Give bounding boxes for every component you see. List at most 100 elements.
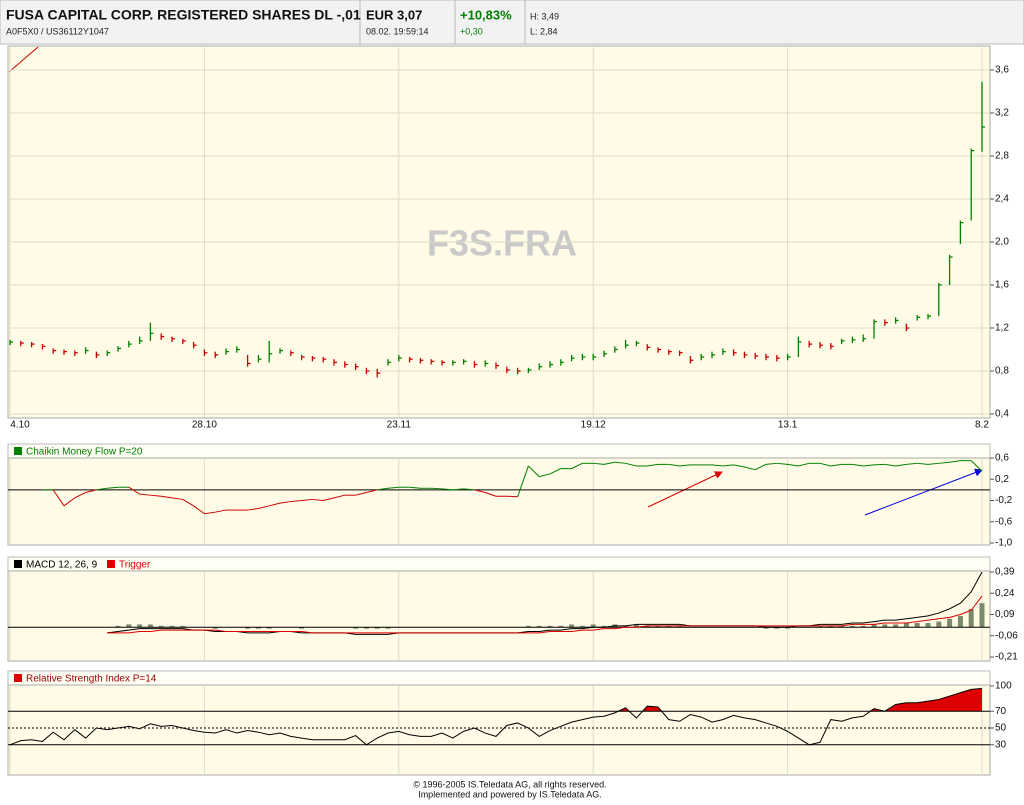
cmf-segment	[377, 487, 389, 491]
footer-text: © 1996-2005 IS.Teledata AG, all rights r…	[413, 779, 606, 789]
legend-strip	[7, 443, 991, 459]
histogram-bar	[860, 625, 866, 628]
cmf-segment	[366, 489, 378, 494]
cmf-segment	[549, 468, 562, 475]
cmf-segment	[312, 498, 324, 501]
histogram-bar	[169, 625, 175, 628]
trend-stroke	[8, 46, 39, 73]
y-tick-label: 0,24	[995, 588, 1015, 599]
y-tick-label: 50	[995, 723, 1007, 734]
series-line	[107, 571, 983, 635]
y-tick-label: 2,0	[995, 237, 1009, 248]
series-line	[107, 595, 983, 634]
cmf-segment	[171, 497, 183, 500]
cmf-segment	[798, 462, 810, 467]
histogram-bar	[525, 625, 531, 628]
histogram-bar	[828, 625, 834, 628]
histogram-bar	[623, 625, 629, 628]
histogram-bar	[374, 627, 380, 629]
x-tick-label: 23.11	[387, 420, 412, 431]
cmf-segment	[776, 462, 788, 465]
y-tick-label: 0,09	[995, 609, 1015, 620]
cmf-segment	[647, 463, 659, 467]
cmf-segment	[819, 462, 831, 467]
histogram-bar	[785, 627, 791, 629]
cmf-segment	[895, 463, 907, 467]
cmf-segment	[603, 461, 615, 465]
histogram-bar	[266, 627, 272, 629]
histogram-bar	[925, 623, 931, 628]
cmf-segment	[247, 507, 259, 511]
cmf-segment	[74, 492, 86, 499]
y-tick-label: -1,0	[995, 538, 1013, 549]
legend-swatch	[14, 560, 22, 568]
histogram-bar	[677, 625, 683, 628]
histogram-bar	[644, 625, 650, 628]
histogram-bar	[353, 627, 359, 629]
histogram-bar	[914, 623, 920, 628]
header-change-abs: +0,30	[460, 26, 483, 36]
cmf-segment	[668, 463, 680, 467]
cmf-segment	[107, 486, 119, 489]
cmf-segment	[85, 489, 97, 494]
histogram-bar	[558, 625, 564, 628]
histogram-bar	[882, 624, 888, 628]
y-tick-label: 1,2	[995, 323, 1009, 334]
y-tick-label: -0,6	[995, 516, 1013, 527]
histogram-bar	[947, 618, 953, 628]
histogram-bar	[245, 627, 251, 629]
histogram-bar	[666, 625, 672, 628]
y-tick-label: 2,8	[995, 151, 1009, 162]
histogram-bar	[957, 615, 963, 628]
cmf-segment	[733, 464, 745, 468]
cmf-segment	[873, 463, 885, 466]
histogram-bar	[871, 624, 877, 628]
cmf-segment	[506, 495, 518, 498]
cmf-segment	[614, 461, 626, 464]
cmf-segment	[528, 465, 540, 477]
cmf-segment	[949, 460, 961, 463]
cmf-segment	[927, 462, 939, 465]
cmf-segment	[387, 486, 399, 489]
histogram-bar	[763, 627, 769, 629]
histogram-bar	[126, 624, 132, 628]
cmf-segment	[625, 462, 637, 467]
y-tick-label: 70	[995, 706, 1007, 717]
histogram-bar	[137, 624, 143, 628]
cmf-segment	[711, 464, 723, 467]
cmf-segment	[744, 466, 756, 471]
histogram-bar	[903, 623, 909, 628]
cmf-panel	[7, 457, 991, 546]
y-tick-label: 3,2	[995, 108, 1009, 119]
y-tick-label: 0,4	[995, 409, 1009, 420]
cmf-segment	[150, 494, 162, 497]
histogram-bar	[601, 625, 607, 628]
cmf-segment	[517, 465, 529, 497]
histogram-bar	[633, 624, 639, 628]
legend-label: Trigger	[119, 560, 151, 571]
histogram-bar	[385, 627, 391, 629]
histogram-bar	[536, 625, 542, 628]
histogram-bar	[655, 625, 661, 628]
x-tick-label: 4.10	[10, 420, 30, 431]
cmf-segment	[139, 493, 151, 496]
y-tick-label: 0,39	[995, 567, 1015, 578]
histogram-bar	[979, 603, 985, 628]
cmf-segment	[485, 492, 497, 497]
histogram-bar	[180, 625, 186, 628]
cmf-segment	[204, 511, 216, 515]
histogram-bar	[158, 625, 164, 628]
macd-panel	[7, 570, 991, 662]
cmf-segment	[441, 488, 453, 491]
cmf-segment	[355, 492, 367, 496]
cmf-segment	[679, 464, 691, 467]
x-tick-label: 28.10	[192, 420, 217, 431]
cmf-segment	[571, 462, 583, 470]
cmf-segment	[917, 462, 929, 465]
y-tick-label: 1,6	[995, 280, 1009, 291]
cmf-segment	[830, 463, 842, 467]
cmf-segment	[182, 499, 194, 507]
legend-label: Relative Strength Index P=14	[26, 674, 157, 685]
histogram-bar	[255, 627, 261, 629]
